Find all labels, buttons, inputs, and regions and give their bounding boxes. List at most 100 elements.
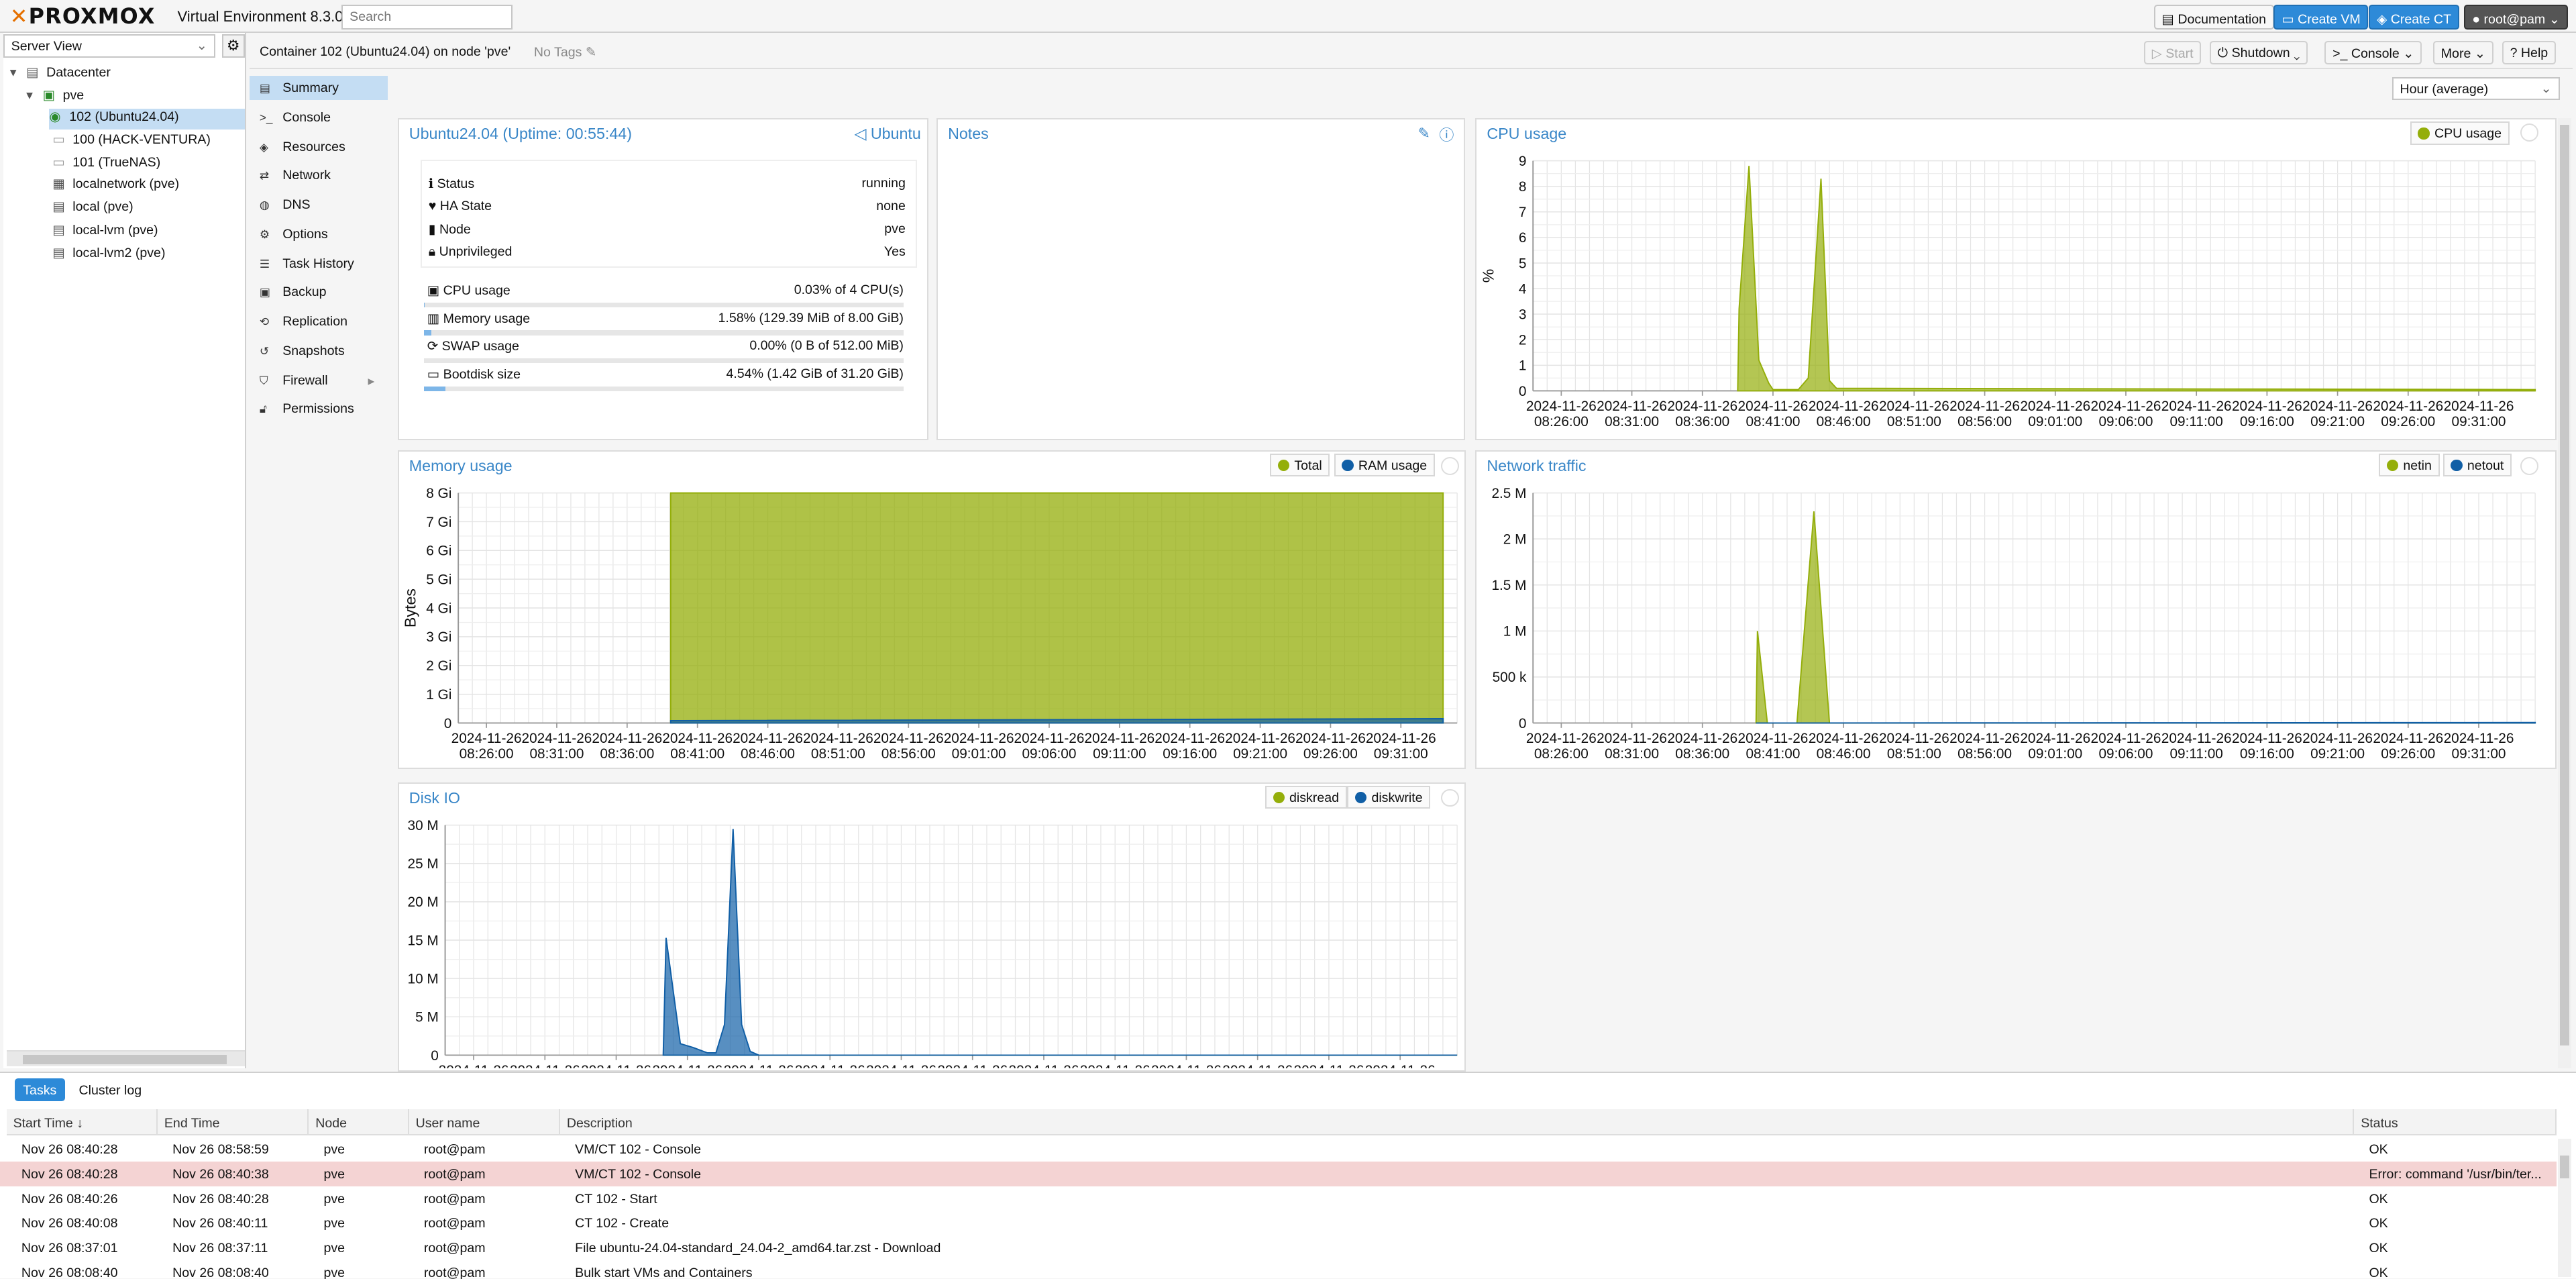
nav-options[interactable]: ⚙ Options <box>259 226 328 242</box>
table-row[interactable]: Nov 26 08:08:40 Nov 26 08:08:40 pve root@pa… <box>0 1260 2557 1279</box>
unprivileged-label: 🔒︎ Unprivileged <box>428 244 513 260</box>
nav-resources[interactable]: ◈ Resources <box>259 140 345 155</box>
tree-item-vm-101[interactable]: ▭ 101 (TrueNAS) <box>52 155 161 170</box>
gear-icon[interactable]: ⚙ <box>221 34 245 58</box>
cell-start: Nov 26 08:40:28 <box>21 1166 118 1182</box>
task-scrollbar[interactable] <box>2558 1139 2571 1277</box>
legend-total[interactable]: Total <box>1270 453 1330 477</box>
create-vm-button[interactable]: ▭ Create VM <box>2273 5 2369 30</box>
shutdown-button[interactable]: ⏻ Shutdown ⌄ <box>2209 41 2308 64</box>
sidebar-scrollbar[interactable] <box>6 1050 245 1067</box>
table-row[interactable]: Nov 26 08:40:08 Nov 26 08:40:11 pve root@pa… <box>0 1211 2557 1236</box>
nav-firewall[interactable]: ⛉ Firewall ▸ <box>259 372 375 389</box>
undo-zoom-icon[interactable] <box>1440 456 1459 475</box>
pencil-icon: ✎ <box>582 45 597 60</box>
tree-item-local-lvm[interactable]: ▤ local-lvm (pve) <box>52 222 158 238</box>
col-start-time[interactable]: Start Time ↓ <box>6 1109 158 1136</box>
tree-item-localnetwork[interactable]: ▦ localnetwork (pve) <box>52 176 180 192</box>
cell-status: OK <box>2369 1240 2388 1256</box>
tab-tasks[interactable]: Tasks <box>15 1078 65 1101</box>
cell-node: pve <box>323 1191 345 1207</box>
timeframe-selector[interactable]: Hour (average) ⌄ <box>2392 77 2560 101</box>
start-button[interactable]: ▷ Start <box>2143 41 2202 64</box>
y-tick-label: 6 <box>1519 231 1527 246</box>
documentation-button[interactable]: ▤ Documentation <box>2153 5 2274 30</box>
gear-icon: ⚙ <box>259 227 270 241</box>
col-user[interactable]: User name <box>409 1109 561 1136</box>
nav-snapshots[interactable]: ↺ Snapshots <box>259 343 345 358</box>
col-status[interactable]: Status <box>2354 1109 2557 1136</box>
legend-diskwrite[interactable]: diskwrite <box>1347 785 1431 809</box>
tree-item-ct-102[interactable]: ◉ 102 (Ubuntu24.04) <box>49 108 245 130</box>
product-version: Virtual Environment 8.3.0 <box>177 8 343 25</box>
legend-netout[interactable]: netout <box>2443 453 2512 477</box>
tree-item-local-lvm2[interactable]: ▤ local-lvm2 (pve) <box>52 245 166 260</box>
list-icon: ☰ <box>259 257 270 271</box>
nav-dns[interactable]: ◍ DNS <box>259 197 311 212</box>
table-row[interactable]: Nov 26 08:37:01 Nov 26 08:37:11 pve root@pa… <box>0 1236 2557 1261</box>
network-chart[interactable]: 0 500 k 1 M 1.5 M 2 M 2.5 M 2024-11-26 08:26:00… <box>1477 480 2555 766</box>
tree-item-datacenter[interactable]: ▾ ▤ Datacenter <box>9 64 111 80</box>
nav-console[interactable]: >_ Console <box>259 110 331 125</box>
memory-chart[interactable]: 0 1 Gi 2 Gi 3 Gi 4 Gi 5 Gi 6 Gi 7 Gi 8 Gi Bytes 20… <box>399 480 1464 766</box>
nav-replication[interactable]: ⟲ Replication <box>259 313 348 329</box>
create-ct-button[interactable]: ◈ Create CT <box>2369 5 2459 30</box>
diskio-chart[interactable]: 0 5 M 10 M 15 M 20 M 25 M 30 M 2024-11-2608:26:… <box>399 812 1464 1068</box>
tab-cluster-log[interactable]: Cluster log <box>78 1082 142 1098</box>
view-selector[interactable]: Server View ⌄ <box>3 34 215 58</box>
table-row[interactable]: Nov 26 08:40:28 Nov 26 08:40:38 pve root@pa… <box>0 1162 2557 1187</box>
y-axis-label: Bytes <box>402 589 419 627</box>
col-end-time[interactable]: End Time <box>158 1109 309 1136</box>
y-tick-label: 7 <box>1519 205 1527 221</box>
table-row[interactable]: Nov 26 08:40:28 Nov 26 08:58:59 pve root@pa… <box>0 1137 2557 1162</box>
col-node[interactable]: Node <box>309 1109 409 1136</box>
table-row[interactable]: Nov 26 08:40:26 Nov 26 08:40:28 pve root@pa… <box>0 1186 2557 1211</box>
tree-item-local[interactable]: ▤ local (pve) <box>52 199 133 215</box>
legend-diskread[interactable]: diskread <box>1265 785 1347 809</box>
undo-zoom-icon[interactable] <box>2520 456 2538 475</box>
cell-desc: CT 102 - Create <box>575 1216 669 1231</box>
legend-cpu-usage[interactable]: CPU usage <box>2410 121 2510 145</box>
y-tick-label: 0 <box>1519 384 1527 399</box>
edit-notes-icon[interactable]: ✎ <box>1417 125 1430 142</box>
user-menu-button[interactable]: ● root@pam ⌄ <box>2464 5 2568 30</box>
nav-network[interactable]: ⇄ Network <box>259 167 331 183</box>
memory-icon: ▥ <box>427 311 443 326</box>
help-icon[interactable]: ⓘ <box>1439 126 1454 144</box>
content-scrollbar[interactable] <box>2558 118 2571 1068</box>
undo-zoom-icon[interactable] <box>1440 788 1459 807</box>
more-button[interactable]: More ⌄ <box>2432 41 2493 64</box>
tree-item-vm-100[interactable]: ▭ 100 (HACK-VENTURA) <box>52 132 211 147</box>
proxmox-logo[interactable]: ✕PROXMOX <box>9 3 156 29</box>
console-button[interactable]: >_ Console ⌄ <box>2324 41 2422 64</box>
y-tick-label: 10 M <box>408 971 439 986</box>
help-button[interactable]: ? Help <box>2502 41 2556 64</box>
legend-netin[interactable]: netin <box>2379 453 2440 477</box>
y-axis-label: % <box>1479 269 1497 283</box>
undo-zoom-icon[interactable] <box>2520 123 2538 142</box>
nav-permissions[interactable]: 🔓︎ Permissions <box>259 401 354 416</box>
col-description[interactable]: Description <box>560 1109 2355 1136</box>
legend-ram-usage[interactable]: RAM usage <box>1334 453 1435 477</box>
nav-summary[interactable]: ▤ Summary <box>250 75 388 101</box>
container-nav <box>250 68 388 1068</box>
cell-status: Error: command '/usr/bin/ter... <box>2369 1166 2542 1182</box>
tags-label[interactable]: No Tags ✎ <box>533 45 597 60</box>
tree-item-node[interactable]: ▾ ▣ pve <box>26 87 85 103</box>
chevron-right-icon: ▸ <box>368 373 375 389</box>
nav-backup[interactable]: ▣ Backup <box>259 284 327 299</box>
y-tick-label: 8 Gi <box>426 486 451 501</box>
search-input[interactable] <box>341 5 513 30</box>
history-icon: ↺ <box>259 344 270 358</box>
nav-task-history[interactable]: ☰ Task History <box>259 256 354 272</box>
